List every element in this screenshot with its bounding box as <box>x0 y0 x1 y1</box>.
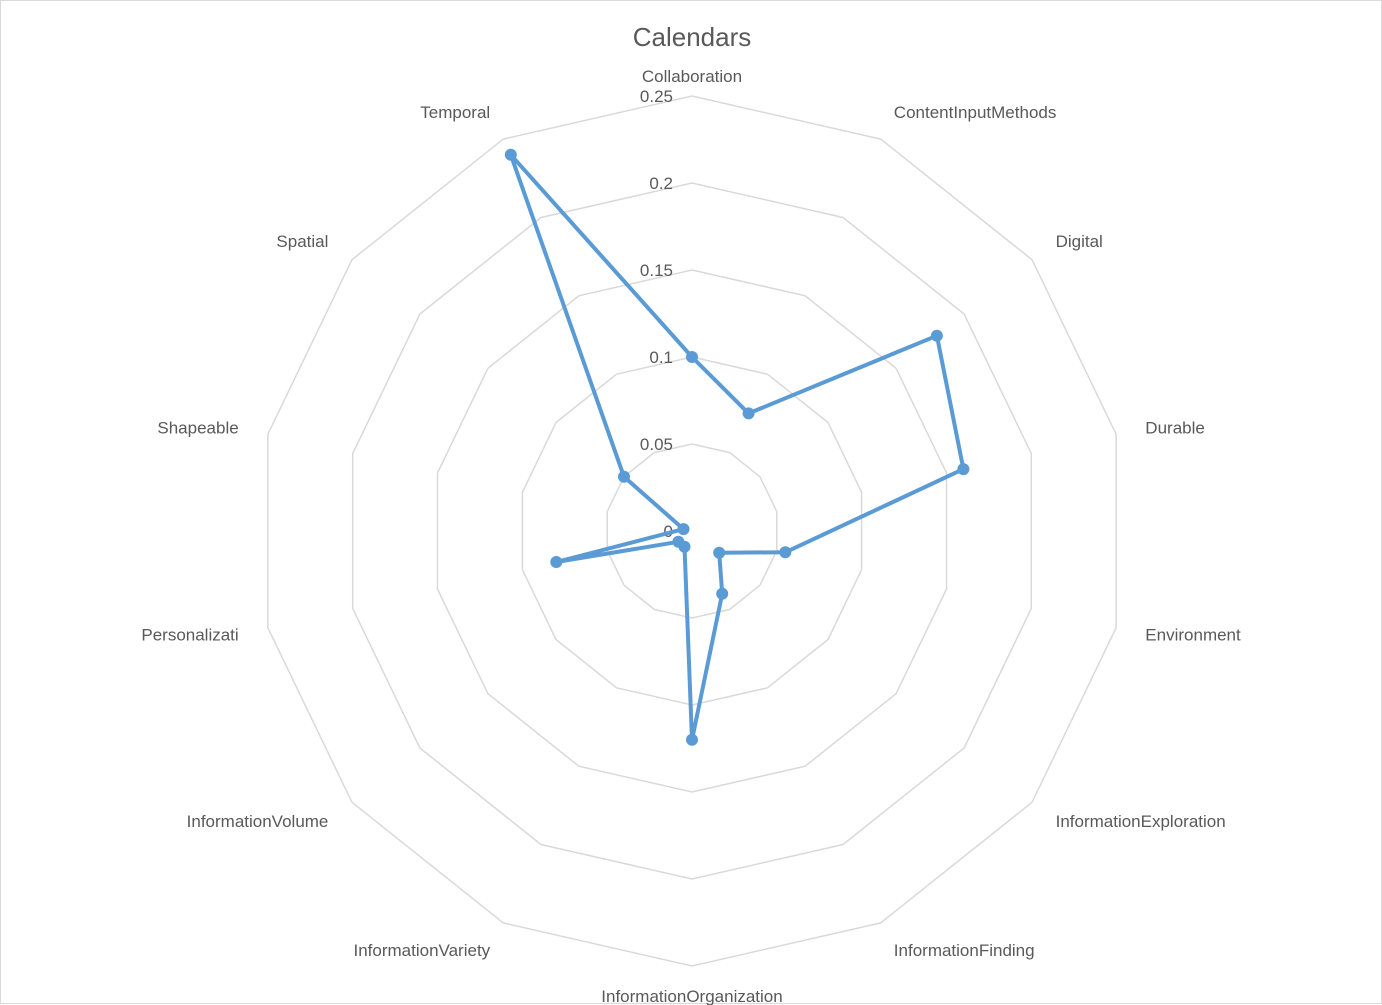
data-point <box>686 351 698 363</box>
data-point <box>779 546 792 559</box>
tick-label: 0.15 <box>640 261 673 280</box>
data-point <box>550 556 563 568</box>
data-point <box>957 463 970 476</box>
category-label: Durable <box>1145 419 1205 438</box>
category-label: InformationOrganization <box>601 987 782 1005</box>
category-label: Collaboration <box>642 67 742 86</box>
gridline-ring <box>351 182 1033 880</box>
category-label: ContentInputMethods <box>894 103 1057 122</box>
gridline-ring <box>606 443 778 619</box>
gridline-ring <box>267 95 1117 967</box>
category-label: InformationExploration <box>1056 812 1226 831</box>
category-label: InformationVariety <box>353 941 490 960</box>
category-label: Shapeable <box>157 419 238 438</box>
data-point <box>930 329 943 342</box>
category-label: Temporal <box>420 103 490 122</box>
tick-label: 0.2 <box>649 174 673 193</box>
category-labels: Collaboration ContentInputMethods Digital D… <box>141 67 1241 1005</box>
data-point <box>716 587 729 600</box>
gridline-ring <box>521 356 863 706</box>
data-point <box>713 546 726 559</box>
category-label: Environment <box>1145 626 1241 645</box>
series-layer <box>504 148 970 746</box>
category-label: InformationVolume <box>187 812 329 831</box>
data-point <box>504 148 517 161</box>
data-point <box>618 470 630 483</box>
data-point <box>742 407 755 420</box>
category-label: Personalizati <box>141 626 238 645</box>
category-label: Spatial <box>276 232 328 251</box>
data-point <box>672 535 685 548</box>
series-line <box>508 152 966 742</box>
tick-label: 0.25 <box>640 87 673 106</box>
tick-label: 0.1 <box>649 348 673 367</box>
data-point <box>686 733 698 746</box>
chart-title: Calendars <box>633 22 752 52</box>
category-label: InformationFinding <box>894 941 1035 960</box>
category-label: Digital <box>1056 232 1103 251</box>
tick-labels: 00.050.10.150.20.25 <box>640 87 673 541</box>
gridline-ring <box>436 269 948 793</box>
tick-label: 0.05 <box>640 435 673 454</box>
data-point <box>677 523 690 536</box>
grid-layer <box>267 95 1117 967</box>
